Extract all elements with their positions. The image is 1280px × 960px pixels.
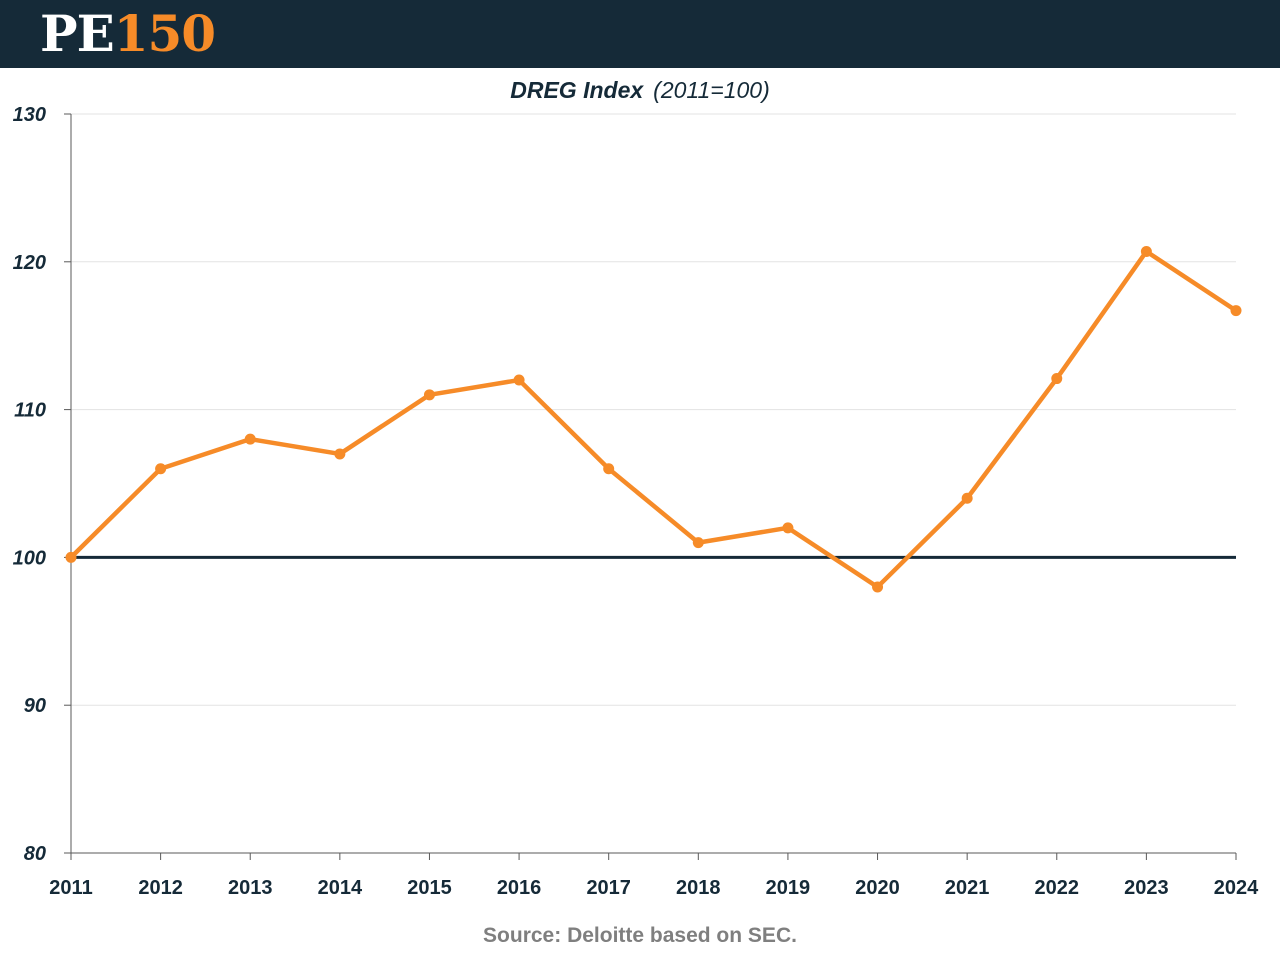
x-tick-label: 2016	[497, 877, 542, 899]
pe150-logo: PE150	[40, 4, 216, 63]
data-point	[692, 537, 704, 549]
x-tick-label: 2022	[1035, 877, 1080, 899]
data-point	[334, 448, 346, 460]
chart-title: DREG Index (2011=100)	[0, 77, 1280, 104]
x-tick-label: 2023	[1124, 877, 1169, 899]
data-point	[603, 463, 615, 475]
x-tick-label: 2012	[138, 877, 183, 899]
data-point	[423, 389, 435, 401]
x-tick-label: 2015	[407, 877, 452, 899]
data-point	[1051, 373, 1063, 385]
x-tick-label: 2017	[586, 877, 631, 899]
data-point	[872, 581, 884, 593]
data-point	[961, 492, 973, 504]
y-tick-label: 120	[13, 252, 46, 274]
header-bar: PE150	[0, 0, 1280, 68]
x-tick-label: 2020	[855, 877, 900, 899]
x-tick-label: 2014	[318, 877, 363, 899]
y-tick-label: 110	[14, 400, 46, 422]
chart-title-main: DREG Index	[510, 77, 644, 103]
data-point	[1140, 245, 1152, 257]
data-point	[782, 522, 794, 534]
data-point	[513, 374, 525, 386]
y-tick-label: 130	[13, 104, 46, 126]
y-tick-label: 80	[24, 843, 46, 865]
logo-pe-text: PE	[40, 4, 115, 63]
source-note: Source: Deloitte based on SEC.	[483, 924, 797, 947]
x-tick-label: 2019	[766, 877, 811, 899]
x-tick-label: 2013	[228, 877, 273, 899]
x-tick-label: 2024	[1214, 877, 1259, 899]
data-point	[244, 433, 256, 445]
data-point	[1230, 305, 1242, 317]
x-tick-label: 2011	[49, 877, 92, 899]
chart-title-subtitle: (2011=100)	[653, 77, 770, 103]
y-tick-label: 90	[24, 695, 46, 717]
x-tick-label: 2018	[676, 877, 721, 899]
series-line	[68, 249, 1239, 590]
data-point	[155, 463, 167, 475]
data-point	[65, 551, 77, 563]
y-tick-label: 100	[13, 547, 46, 569]
x-tick-label: 2021	[945, 877, 990, 899]
logo-number-text: 150	[113, 4, 216, 63]
